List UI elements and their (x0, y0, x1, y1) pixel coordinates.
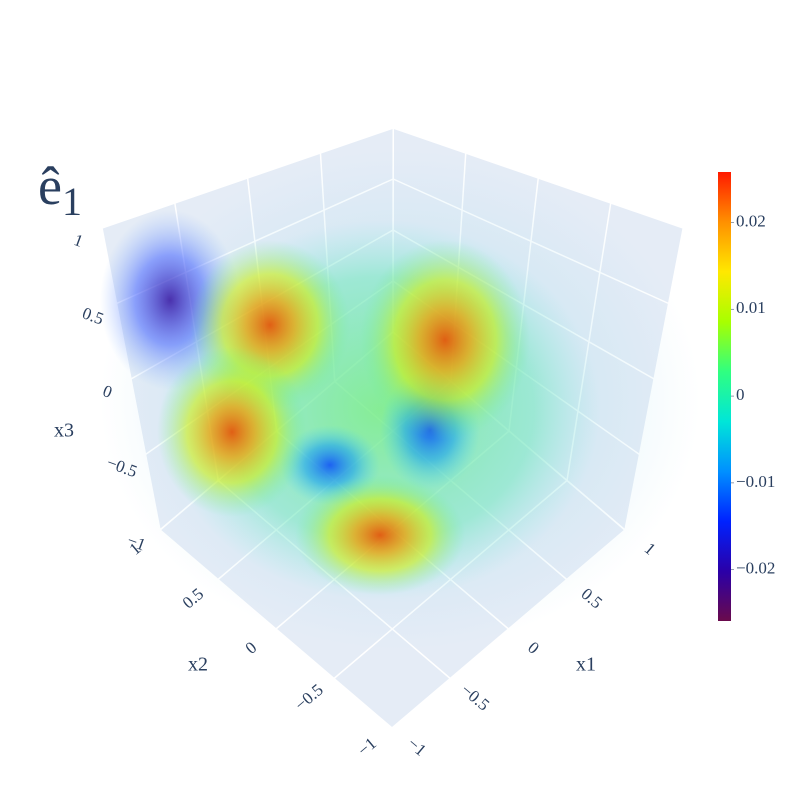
axis-title: x3 (54, 420, 74, 442)
title-subscript: 1 (62, 179, 82, 224)
title-base: ê (38, 156, 62, 216)
y-tick-label: −1 (354, 734, 380, 760)
x-tick-label: −1 (404, 734, 430, 760)
axis-title: x1 (576, 654, 596, 676)
x-tick-label: 0 (524, 638, 543, 658)
volume-region (157, 347, 307, 517)
colorbar (718, 172, 731, 621)
volume-region (360, 240, 530, 440)
colorbar-tick-label: 0 (736, 385, 745, 404)
z-tick-label: −1 (125, 530, 149, 554)
volume-region (295, 475, 465, 595)
x-tick-label: −0.5 (457, 680, 493, 714)
axis-title: x2 (188, 654, 208, 676)
colorbar-tick-label: 0.01 (736, 298, 766, 317)
z-tick-label: 1 (71, 230, 85, 251)
volume-render (100, 150, 700, 650)
chart-title: ê1 (38, 156, 82, 224)
y-tick-label: −0.5 (291, 680, 327, 714)
y-tick-label: 0 (242, 638, 261, 658)
grid-line (393, 127, 684, 229)
colorbar-tick-label: −0.02 (736, 559, 775, 578)
grid-line (101, 127, 394, 229)
colorbar-tick-label: 0.02 (736, 211, 766, 230)
colorbar-tick-label: −0.01 (736, 472, 775, 491)
